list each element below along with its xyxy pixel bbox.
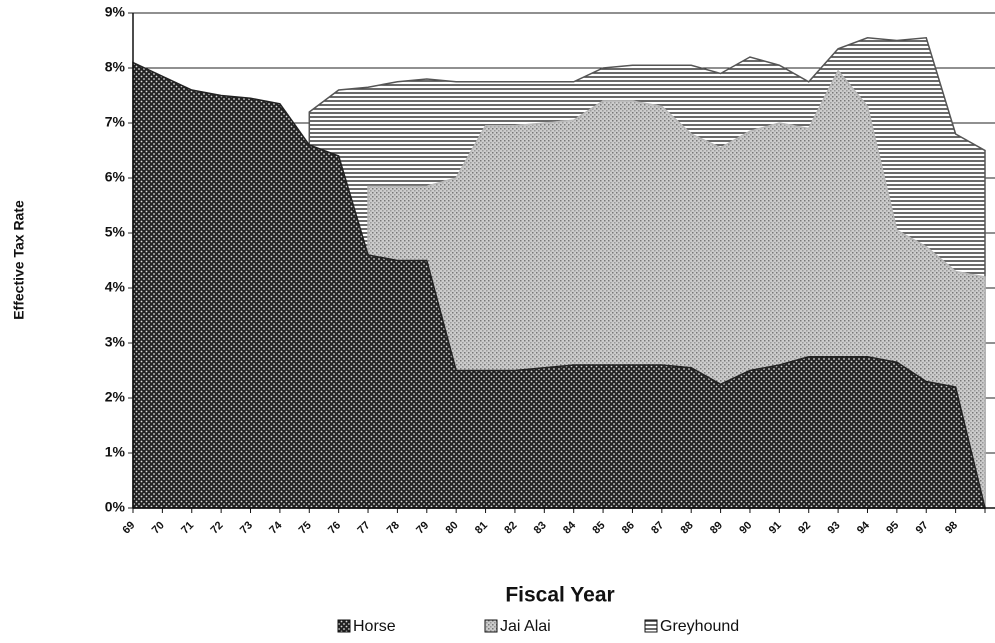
x-tick-label: 95 <box>884 519 901 536</box>
x-tick-label: 76 <box>326 519 343 536</box>
x-tick-label: 69 <box>120 519 137 536</box>
x-tick-label: 74 <box>267 519 285 537</box>
x-axis-label: Fiscal Year <box>505 584 614 607</box>
x-tick-label: 93 <box>825 519 842 536</box>
x-tick-label: 88 <box>679 519 696 536</box>
x-tick-label: 85 <box>590 519 607 536</box>
y-tick-label: 8% <box>105 59 126 75</box>
y-tick-label: 2% <box>105 389 126 405</box>
y-tick-label: 9% <box>105 4 126 20</box>
x-tick-label: 98 <box>943 519 960 536</box>
area <box>132 61 986 509</box>
x-tick-label: 92 <box>796 519 813 536</box>
legend-label: Greyhound <box>660 618 739 635</box>
x-tick-label: 86 <box>620 519 637 536</box>
x-tick-label: 97 <box>914 519 931 536</box>
x-tick-label: 71 <box>179 519 196 536</box>
x-tick-label: 70 <box>150 519 167 536</box>
x-tick-label: 84 <box>561 519 579 537</box>
legend-swatch <box>337 619 351 633</box>
x-tick-label: 81 <box>473 519 490 536</box>
x-tick-label: 90 <box>737 519 754 536</box>
x-tick-label: 77 <box>355 519 372 536</box>
x-tick-label: 87 <box>649 519 666 536</box>
x-tick-label: 75 <box>297 519 314 536</box>
legend-label: Horse <box>353 618 396 635</box>
y-tick-label: 6% <box>105 169 126 185</box>
legend-label: Jai Alai <box>500 618 551 635</box>
y-tick-label: 3% <box>105 334 126 350</box>
y-tick-label: 0% <box>105 499 126 515</box>
x-tick-label: 89 <box>708 519 725 536</box>
x-tick-label: 78 <box>385 519 402 536</box>
y-axis-label: Effective Tax Rate <box>11 200 27 320</box>
y-tick-label: 5% <box>105 224 126 240</box>
y-tick-label: 1% <box>105 444 126 460</box>
x-tick-label: 73 <box>238 519 255 536</box>
x-tick-label: 83 <box>532 519 549 536</box>
legend-swatch <box>644 619 658 633</box>
legend-swatch <box>484 619 498 633</box>
x-tick-label: 72 <box>208 519 225 536</box>
y-tick-label: 4% <box>105 279 126 295</box>
y-tick-label: 7% <box>105 114 126 130</box>
x-tick-label: 79 <box>414 519 431 536</box>
x-tick-label: 91 <box>767 519 784 536</box>
x-tick-label: 80 <box>444 519 461 536</box>
x-tick-label: 94 <box>855 519 873 537</box>
x-tick-label: 82 <box>502 519 519 536</box>
